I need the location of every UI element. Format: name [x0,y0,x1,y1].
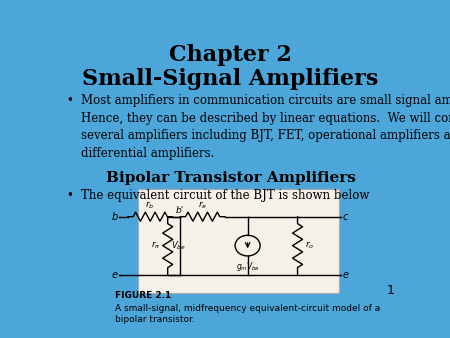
Text: b: b [112,212,118,222]
Text: Most amplifiers in communication circuits are small signal amplifiers.: Most amplifiers in communication circuit… [81,94,450,107]
Text: FIGURE 2.1: FIGURE 2.1 [115,291,171,300]
Text: Hence, they can be described by linear equations.  We will consider: Hence, they can be described by linear e… [81,112,450,125]
Text: Chapter 2: Chapter 2 [169,45,292,67]
Text: $r_e$: $r_e$ [198,199,207,211]
Text: Small-Signal Amplifiers: Small-Signal Amplifiers [82,68,379,90]
Text: several amplifiers including BJT, FET, operational amplifiers and: several amplifiers including BJT, FET, o… [81,129,450,142]
Text: Bipolar Transistor Amplifiers: Bipolar Transistor Amplifiers [106,171,356,185]
Text: $r_b$: $r_b$ [145,199,155,211]
Text: b': b' [176,206,184,215]
Text: The equivalent circuit of the BJT is shown below: The equivalent circuit of the BJT is sho… [81,189,369,202]
Text: $g_m V_{be}$: $g_m V_{be}$ [236,260,260,273]
Text: •: • [67,189,74,202]
Text: c: c [342,212,348,222]
Text: $r_\pi$: $r_\pi$ [151,240,160,251]
Text: $V_{be}$: $V_{be}$ [171,239,186,252]
FancyBboxPatch shape [138,189,339,293]
Text: differential amplifiers.: differential amplifiers. [81,147,214,160]
Text: $r_o$: $r_o$ [305,240,314,251]
Text: A small-signal, midfrequency equivalent-circuit model of a
bipolar transistor.: A small-signal, midfrequency equivalent-… [115,304,381,323]
Text: e: e [342,269,348,280]
Text: •: • [67,94,74,107]
Text: e: e [112,269,118,280]
Text: 1: 1 [387,284,395,297]
